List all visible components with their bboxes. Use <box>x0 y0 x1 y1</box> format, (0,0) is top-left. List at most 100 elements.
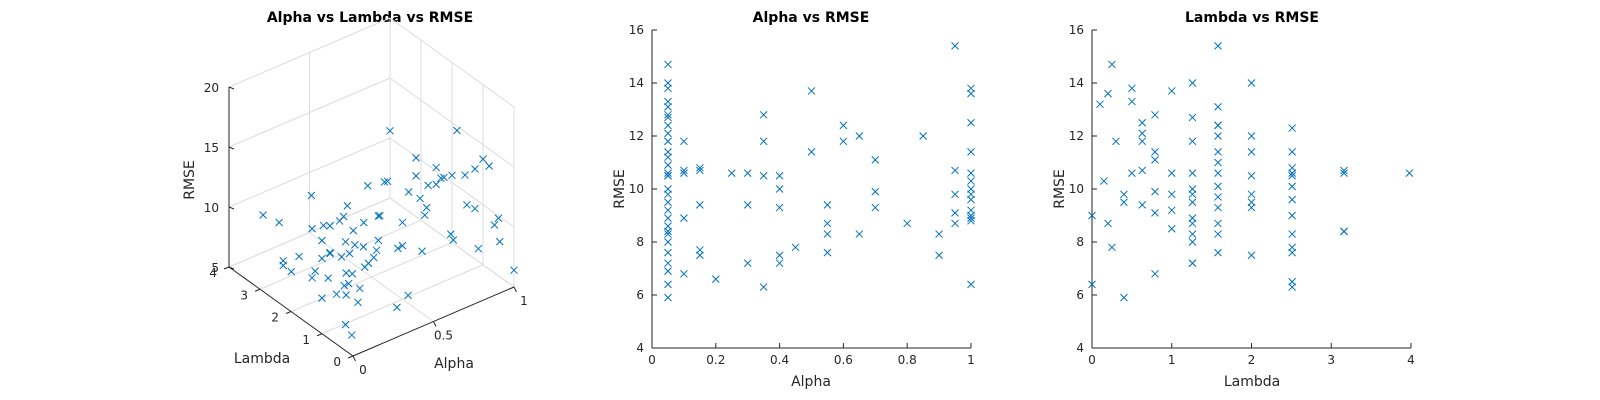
data-point-52 <box>1214 182 1222 191</box>
data-point-54 <box>375 211 384 220</box>
data-point-71 <box>448 171 456 180</box>
data-point-19 <box>664 214 672 223</box>
y-tick-label: 4 <box>209 266 217 280</box>
data-point-6 <box>1108 60 1116 69</box>
data-points <box>664 42 975 302</box>
data-point-1 <box>350 241 359 249</box>
data-point-17 <box>664 198 672 207</box>
data-point-62 <box>453 126 461 135</box>
data-point-73 <box>1288 211 1297 220</box>
x-axis-label: Alpha <box>434 356 474 372</box>
data-point-63 <box>440 173 448 182</box>
z-tick-label: 10 <box>204 201 219 215</box>
x-tick-label: 0 <box>648 353 656 367</box>
data-point-75 <box>951 190 959 199</box>
y-tick-label: 8 <box>636 235 644 249</box>
data-point-69 <box>1288 169 1297 177</box>
data-point-50 <box>1214 158 1222 167</box>
data-point-31 <box>680 137 688 146</box>
data-point-77 <box>412 172 420 180</box>
data-point-25 <box>664 259 672 268</box>
y-tick-label: 6 <box>1076 288 1084 302</box>
data-point-68 <box>479 155 487 164</box>
data-point-90 <box>967 216 975 225</box>
data-point-67 <box>485 162 494 170</box>
data-point-26 <box>1167 87 1176 95</box>
chart-title: Alpha vs RMSE <box>753 10 870 26</box>
data-point-2 <box>1096 100 1104 109</box>
data-point-23 <box>1151 187 1159 196</box>
y-axis-label: RMSE <box>1052 169 1068 209</box>
y-axis-label: RMSE <box>612 169 628 209</box>
data-point-24 <box>1151 208 1159 217</box>
data-point-82 <box>1340 227 1348 236</box>
data-point-76 <box>1288 248 1297 257</box>
data-point-53 <box>404 188 413 196</box>
data-point-19 <box>318 236 326 245</box>
data-point-68 <box>871 203 880 212</box>
y-tick-label: 8 <box>1076 235 1084 249</box>
data-point-29 <box>324 274 333 282</box>
data-point-5 <box>664 113 672 122</box>
data-point-40 <box>1188 230 1197 238</box>
data-point-43 <box>404 291 412 300</box>
chart-title: Lambda vs RMSE <box>1185 10 1319 26</box>
data-point-0 <box>1088 211 1096 220</box>
data-point-6 <box>332 290 341 299</box>
data-point-48 <box>398 241 407 250</box>
data-point-76 <box>951 208 959 217</box>
chart-title: Alpha vs Lambda vs RMSE <box>267 10 473 26</box>
data-point-80 <box>967 118 975 127</box>
data-point-55 <box>422 203 431 212</box>
data-point-36 <box>1188 190 1197 199</box>
data-point-58 <box>1247 79 1256 87</box>
x-axis-label: Alpha <box>791 374 831 390</box>
data-point-79 <box>510 266 518 275</box>
data-point-69 <box>471 165 479 173</box>
data-point-72 <box>432 163 441 172</box>
z-axis-label: RMSE <box>182 160 198 200</box>
data-point-76 <box>490 221 499 229</box>
data-point-13 <box>664 169 672 177</box>
data-point-40 <box>374 236 383 245</box>
data-point-16 <box>664 190 672 199</box>
data-point-49 <box>359 218 368 227</box>
data-point-71 <box>1288 182 1297 191</box>
x-tick-label: 0.6 <box>834 353 853 367</box>
data-point-44 <box>743 201 752 209</box>
data-point-30 <box>664 110 672 119</box>
grid-line <box>389 17 515 108</box>
data-point-59 <box>823 219 832 228</box>
y-tick-label: 12 <box>1069 129 1084 143</box>
data-point-28 <box>1167 190 1176 199</box>
data-point-78 <box>1288 283 1297 291</box>
data-point-10 <box>1120 198 1128 207</box>
z-tick-label: 20 <box>204 81 219 95</box>
y-tick-label: 1 <box>302 333 310 347</box>
data-point-8 <box>318 254 326 263</box>
data-point-67 <box>871 187 880 196</box>
y-tick-label: 14 <box>1069 76 1084 90</box>
data-point-47 <box>1214 121 1222 130</box>
data-point-43 <box>743 169 752 177</box>
data-point-24 <box>664 248 672 257</box>
chart-3d-alpha-lambda-rmse: Alpha vs Lambda vs RMSE 00.5101234510152… <box>182 10 528 377</box>
data-point-74 <box>951 166 959 175</box>
data-point-3 <box>344 279 353 288</box>
data-points <box>1088 42 1414 302</box>
chart-alpha-vs-rmse: Alpha vs RMSE 0 0.2 0.4 0.6 0.8 146810121416 … <box>612 10 975 390</box>
data-point-15 <box>347 331 356 339</box>
data-point-37 <box>695 166 704 175</box>
data-point-41 <box>1188 238 1197 246</box>
data-point-83 <box>1405 169 1414 177</box>
data-point-66 <box>1288 124 1297 132</box>
data-point-74 <box>386 126 394 135</box>
data-point-86 <box>967 195 975 204</box>
data-point-48 <box>759 171 768 180</box>
data-point-31 <box>1188 79 1197 87</box>
data-point-45 <box>743 259 752 268</box>
data-point-34 <box>680 214 688 223</box>
data-point-27 <box>1167 169 1176 177</box>
data-point-25 <box>1151 269 1159 278</box>
